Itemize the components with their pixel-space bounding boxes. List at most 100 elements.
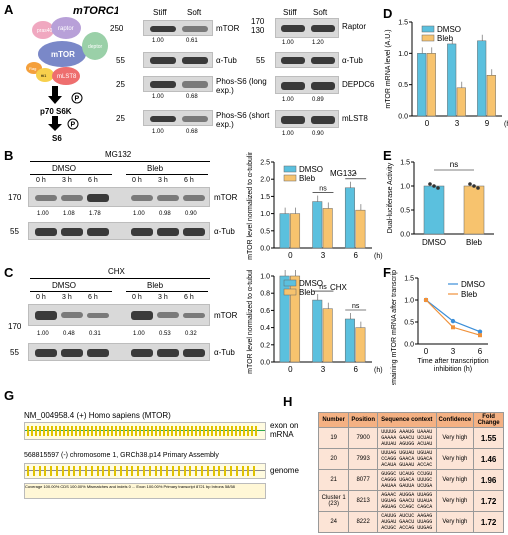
blot-mlst8 <box>275 110 339 128</box>
exon-mark <box>43 426 45 436</box>
g-footer: Coverage 100.00% CDS 100.00% Mismatches … <box>24 483 266 499</box>
a1-s6short-v1: 1.00 <box>152 129 164 135</box>
cell-confidence: Very high <box>435 427 475 449</box>
legend-swatch <box>421 25 435 33</box>
c-time-5: 3 h <box>158 294 168 301</box>
genome-exon-mark <box>201 466 203 476</box>
blot-mtor-b <box>28 187 210 207</box>
b-bleb-line <box>126 174 208 175</box>
y-tick-label: 0.8 <box>260 291 270 298</box>
bar-dmso <box>447 43 457 117</box>
exon-mark <box>175 426 177 436</box>
exon-mark <box>55 426 57 436</box>
cell-position: 8222 <box>348 511 378 533</box>
genome-exon-mark <box>38 466 41 476</box>
cell-seq: AGAAC AUGGA UUAGG UGUAG GAACU UUAUA AGUA… <box>376 490 437 512</box>
pras40-label: pras40 <box>37 28 53 34</box>
bar-dmso <box>417 53 427 117</box>
bar-bleb <box>355 327 366 363</box>
c-val-3: 0.31 <box>89 331 101 337</box>
c-time-6: 6 h <box>184 294 194 301</box>
exon-mark <box>163 426 165 436</box>
genome-exon-mark <box>253 466 256 476</box>
table-row: 20 7993 UUUAG UGUAU UGUAU CCAGG GAACA UG… <box>317 448 504 470</box>
genome-exon-mark <box>125 466 128 476</box>
y-tick-label: 0.0 <box>260 360 270 367</box>
sirna-table: Number Position Sequence context Confide… <box>317 412 504 533</box>
y-tick-label: 2.0 <box>260 177 270 184</box>
th-confidence: Confidence <box>435 412 475 428</box>
y-tick-label: 0.4 <box>260 325 270 332</box>
b-treatment-line <box>30 161 210 162</box>
exon-mark <box>227 426 229 436</box>
y-tick-label: 0.0 <box>400 232 410 239</box>
y-tick-label: 1.0 <box>404 298 414 305</box>
legend-swatch <box>283 279 297 287</box>
exon-mark <box>79 426 81 436</box>
data-point <box>428 182 432 186</box>
bar-bleb <box>290 275 301 363</box>
x-tick-label: 0 <box>425 119 430 128</box>
marker-25-long: 25 <box>116 80 125 89</box>
a1-s6long-v2: 0.68 <box>186 94 198 100</box>
c-marker-55: 55 <box>10 348 19 357</box>
x-tick-label: 9 <box>485 119 490 128</box>
x-tick-label: 0 <box>288 251 293 260</box>
y-axis-label: Dual-luciferase Activity <box>387 162 394 233</box>
x-tick-label: 3 <box>321 365 326 374</box>
exon-mark <box>239 426 241 436</box>
genome-exon-mark <box>247 466 250 476</box>
exon-mark <box>91 426 93 436</box>
exon-mark <box>151 426 153 436</box>
genome-exon-mark <box>166 466 169 476</box>
b-dmso-line <box>30 174 112 175</box>
a2-mlst8-v2: 0.90 <box>312 131 324 137</box>
genome-exon-mark <box>143 466 145 476</box>
data-point <box>424 298 428 302</box>
bar-dmso <box>344 187 355 249</box>
y-tick-label: 0.5 <box>398 82 408 89</box>
c-val-1: 1.00 <box>37 331 49 337</box>
cell-position: 7993 <box>348 448 378 470</box>
y-tick-label: 0.5 <box>400 208 410 215</box>
marker-55-a1: 55 <box>116 56 125 65</box>
c-val-4: 1.00 <box>133 331 145 337</box>
exon-mark <box>199 426 201 436</box>
genome-exon-mark <box>27 466 29 476</box>
genome-exon-mark <box>160 466 163 476</box>
cell-seq: UUUUG AAAUG UAAAU GAAAA GAACU UCUAU AUUA… <box>376 427 437 449</box>
y-tick-label: 0.5 <box>404 320 414 327</box>
data-point <box>472 184 476 188</box>
y-tick-label: 1.5 <box>400 160 410 167</box>
y-tick-label: 1.5 <box>404 276 414 283</box>
exon-mark <box>203 426 205 436</box>
blot-tub-b <box>28 222 210 240</box>
x-unit: (h) <box>374 367 383 374</box>
blot-tub-a1 <box>143 52 213 68</box>
cell-number: Cluster 1 (23) <box>317 490 350 512</box>
exon-mark <box>127 426 129 436</box>
a2-raptor-v1: 1.00 <box>282 40 294 46</box>
g-label-mrna: exon on mRNA <box>270 421 299 439</box>
c-marker-170: 170 <box>8 322 22 331</box>
cell-fold: 1.96 <box>473 469 504 491</box>
cell-position: 7900 <box>348 427 378 449</box>
exon-mark <box>171 426 173 436</box>
c-time-2: 3 h <box>62 294 72 301</box>
table-row: 24 8222 CAUUG AUCUC AAGAG AUGAU GAACU UU… <box>317 511 504 533</box>
th-sequence: Sequence context <box>376 412 437 428</box>
genome-exon-mark <box>119 466 122 476</box>
exon-mark <box>243 426 245 436</box>
data-point <box>451 325 455 330</box>
c-dmso-line <box>30 291 112 292</box>
bar-bleb <box>456 87 466 117</box>
data-point <box>436 186 440 190</box>
chart-e: 0.0 0.5 1.0 1.5 Dual-luciferase Activity DMSO… <box>387 160 494 247</box>
exon-mark <box>131 426 133 436</box>
bar-dmso <box>312 201 323 249</box>
cell-number: 21 <box>317 469 350 491</box>
bar-bleb <box>355 209 366 249</box>
exon-mark <box>107 426 109 436</box>
exon-mark <box>63 426 65 436</box>
exon-mark <box>39 426 41 436</box>
